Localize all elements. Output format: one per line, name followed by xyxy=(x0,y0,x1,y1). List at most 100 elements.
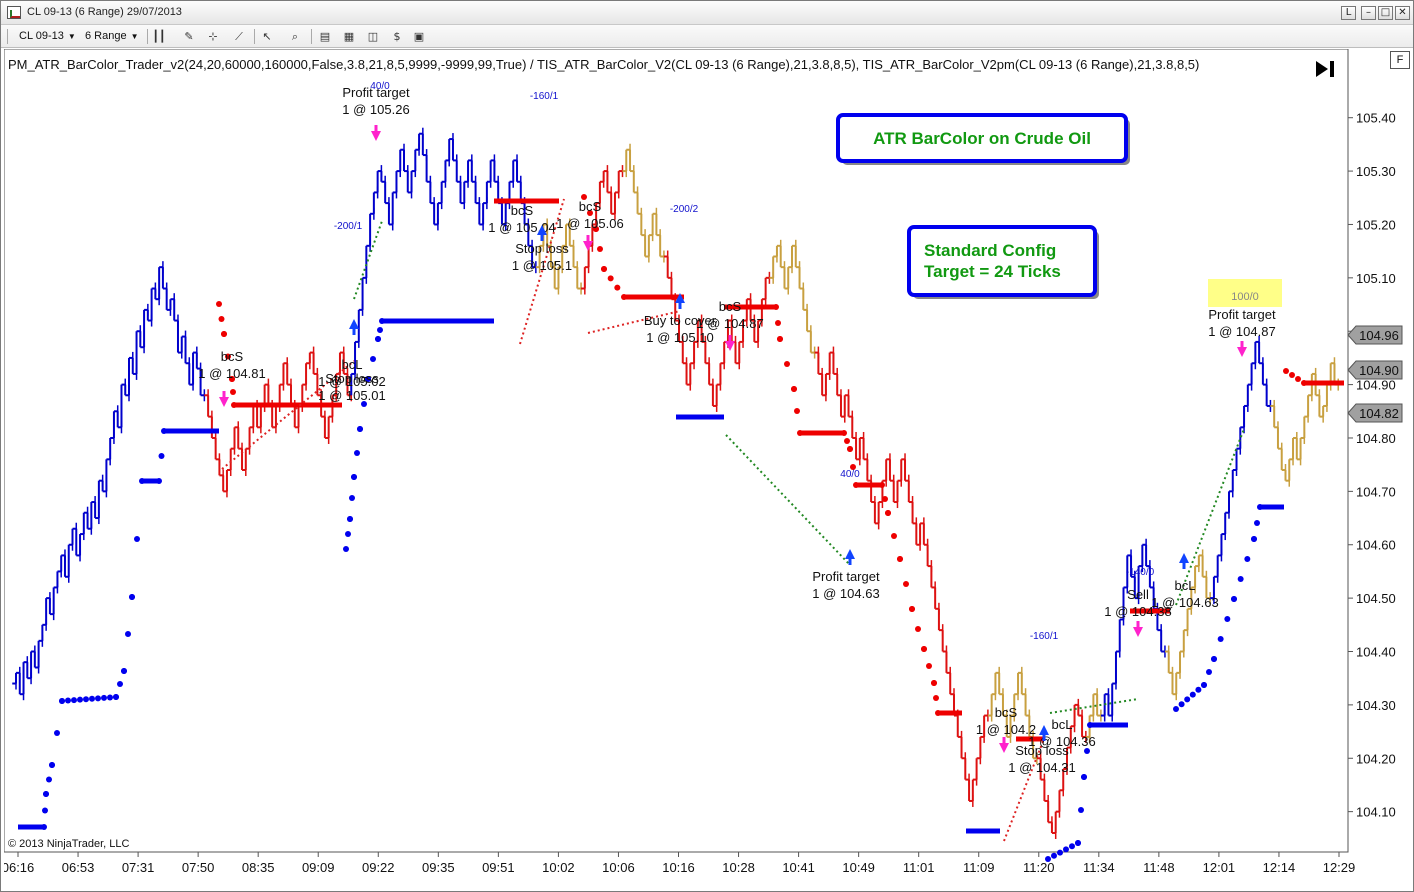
x-tick-label: 10:16 xyxy=(662,860,695,875)
stop-dot xyxy=(879,482,885,488)
stop-dot xyxy=(158,453,165,459)
stop-dot xyxy=(882,496,888,502)
buy-arrow-icon xyxy=(1179,553,1189,569)
trade-label-line1: bcL xyxy=(1175,578,1196,593)
stop-dot xyxy=(1063,846,1069,853)
minimize-button[interactable]: – xyxy=(1361,6,1376,20)
trade-label-line1: Buy to cover xyxy=(644,313,717,328)
sell-arrow-icon xyxy=(219,391,229,407)
stop-dot xyxy=(933,695,939,701)
trade-label-line2: 1 @ 104.87 xyxy=(696,316,763,331)
trailing-stop-5 xyxy=(581,194,684,300)
strategies-icon[interactable]: ◫ xyxy=(367,30,379,43)
stop-dot xyxy=(221,331,227,337)
pnl-label: -160/1 xyxy=(1030,631,1059,642)
trailing-stop-10 xyxy=(1045,722,1128,862)
buy-arrow-icon xyxy=(675,293,685,309)
price-marker-label: 104.82 xyxy=(1359,406,1399,421)
stop-dot xyxy=(921,646,927,652)
stop-dot xyxy=(46,776,52,783)
stop-dot xyxy=(59,698,65,704)
x-tick-label: 11:09 xyxy=(963,860,995,875)
stop-dot xyxy=(216,301,222,307)
stop-dot xyxy=(915,626,921,632)
y-tick-label: 104.80 xyxy=(1356,431,1396,446)
cursor-icon[interactable]: ↖ xyxy=(262,30,272,43)
properties-icon[interactable]: ▤ xyxy=(319,30,331,43)
trade-label-line1: Profit target xyxy=(342,85,410,100)
pencil-icon[interactable]: ✎ xyxy=(184,30,194,43)
bar-type-icon[interactable]: ┃┃ xyxy=(152,30,166,43)
stop-dot xyxy=(1295,376,1301,382)
stop-dot xyxy=(597,246,603,252)
stop-dot xyxy=(891,533,897,539)
trade-label-line2: 1 @ 105.10 xyxy=(646,330,713,345)
price-chart[interactable]: PM_ATR_BarColor_Trader_v2(24,20,60000,16… xyxy=(4,49,1413,891)
instrument-selector[interactable]: CL 09-13 ▼ xyxy=(15,28,83,45)
annotation-box-title xyxy=(836,113,1128,163)
x-tick-label: 07:50 xyxy=(182,860,215,875)
x-tick-label: 07:31 xyxy=(122,860,155,875)
data-box-icon[interactable]: ▣ xyxy=(413,30,425,43)
stop-dot xyxy=(903,581,909,587)
close-button[interactable]: ✕ xyxy=(1395,6,1410,20)
trade-label-line1: Sell xyxy=(1127,587,1149,602)
y-tick-label: 104.60 xyxy=(1356,538,1396,553)
chart-area[interactable]: PM_ATR_BarColor_Trader_v2(24,20,60000,16… xyxy=(4,49,1413,891)
stop-dot xyxy=(850,464,856,470)
x-tick-label: 12:29 xyxy=(1323,860,1356,875)
y-tick-label: 104.10 xyxy=(1356,805,1396,820)
scroll-end-icon-bar xyxy=(1330,61,1334,77)
stop-dot xyxy=(1078,807,1084,813)
price-series-segment-14 xyxy=(1164,549,1211,701)
x-tick-label: 06:16 xyxy=(4,860,34,875)
stop-dot xyxy=(43,791,49,797)
trade-label-line2: 1 @ 104.87 xyxy=(1208,324,1275,339)
x-tick-label: 10:41 xyxy=(782,860,815,875)
trade-label-line2: 1 @ 104.36 xyxy=(1028,734,1095,749)
indicators-icon[interactable]: ▦ xyxy=(343,30,355,43)
stop-dot xyxy=(83,696,89,703)
stop-dot xyxy=(1057,849,1063,856)
y-tick-label: 104.90 xyxy=(1356,378,1396,393)
trade-label-line1: bcL xyxy=(342,357,363,372)
y-tick-label: 104.40 xyxy=(1356,644,1396,659)
maximize-button[interactable]: □ xyxy=(1378,6,1393,20)
period-selector[interactable]: 6 Range ▼ xyxy=(81,28,143,45)
trade-label-line2: 1 @ 104.38 xyxy=(1104,604,1171,619)
stop-dot xyxy=(931,680,937,686)
price-marker xyxy=(1347,403,1403,423)
stop-dot xyxy=(1178,701,1185,708)
price-series-segment-10 xyxy=(987,666,1038,765)
line-tool-icon[interactable]: ⟋ xyxy=(235,30,243,43)
price-series-segment-9 xyxy=(814,346,989,807)
stop-dot xyxy=(113,694,119,700)
scroll-end-icon xyxy=(1316,61,1328,77)
chart-toolbar: CL 09-13 ▼ 6 Range ▼ ┃┃ ✎ ⊹ ⟋ ↖ ⌕ ▤ ▦ ◫ $ … xyxy=(1,25,1413,48)
stop-dot xyxy=(365,376,371,382)
pnl-label: -200/2 xyxy=(670,204,699,215)
zoom-icon[interactable]: ⌕ xyxy=(291,30,299,43)
price-marker xyxy=(1347,360,1403,380)
trailing-stop-1 xyxy=(18,428,219,830)
trailing-stop-7 xyxy=(724,304,962,716)
trade-label-line2: 1 @ 105.26 xyxy=(342,102,409,117)
stop-dot xyxy=(125,631,131,637)
y-tick-label: 104.30 xyxy=(1356,698,1396,713)
stop-dot xyxy=(885,510,891,516)
copyright-text: © 2013 NinjaTrader, LLC xyxy=(8,838,129,850)
link-button[interactable]: L xyxy=(1341,6,1356,20)
stop-dot xyxy=(601,266,607,272)
stop-dot xyxy=(1217,636,1224,642)
y-tick-label: 105.20 xyxy=(1356,217,1396,232)
trade-label-line2: 1 @ 104.63 xyxy=(812,586,879,601)
x-tick-label: 11:34 xyxy=(1083,860,1115,875)
stop-dot xyxy=(117,681,123,687)
stop-dot xyxy=(377,327,383,333)
y-tick-label: 105.10 xyxy=(1356,271,1396,286)
drawing-tool-icon[interactable]: ⊹ xyxy=(208,30,218,43)
stop-dot xyxy=(77,696,83,703)
period-value: 6 Range xyxy=(85,30,127,42)
dollar-icon[interactable]: $ xyxy=(393,30,401,43)
f-button[interactable]: F xyxy=(1390,51,1410,69)
